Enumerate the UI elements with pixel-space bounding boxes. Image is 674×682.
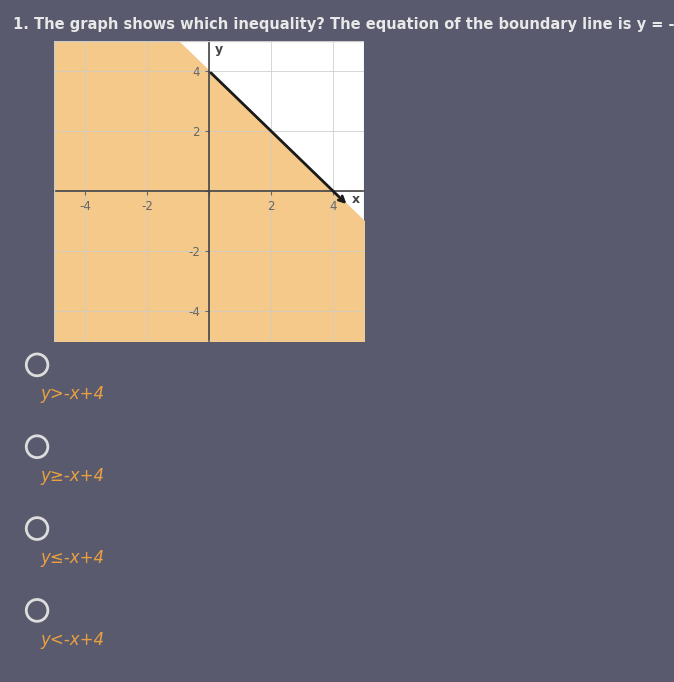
Text: x: x	[352, 193, 360, 206]
Text: y: y	[215, 43, 223, 56]
Text: y>-x+4: y>-x+4	[40, 385, 104, 403]
Text: y≥-x+4: y≥-x+4	[40, 467, 104, 485]
Text: 1. The graph shows which inequality? The equation of the boundary line is y = -x: 1. The graph shows which inequality? The…	[13, 17, 674, 32]
Text: y<-x+4: y<-x+4	[40, 631, 104, 649]
Text: y≤-x+4: y≤-x+4	[40, 549, 104, 567]
